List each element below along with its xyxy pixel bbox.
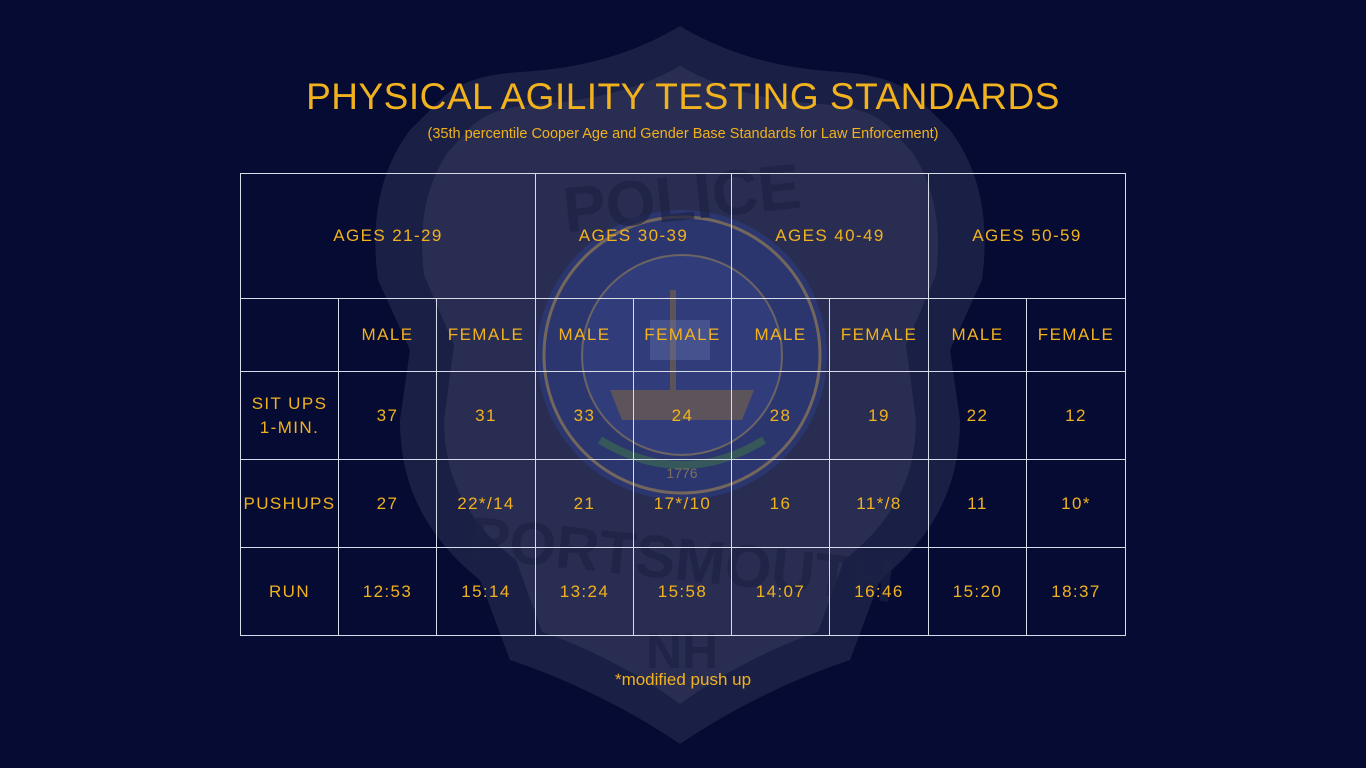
- table-cell: 14:07: [731, 547, 830, 636]
- age-group-header: AGES 40-49: [731, 173, 929, 299]
- empty-corner-cell: [240, 298, 339, 372]
- table-cell: 16:46: [829, 547, 929, 636]
- gender-header: MALE: [928, 298, 1027, 372]
- gender-header: FEMALE: [436, 298, 536, 372]
- table-cell: 12:53: [338, 547, 437, 636]
- gender-header-row: MALE FEMALE MALE FEMALE MALE FEMALE MALE…: [240, 298, 1126, 372]
- age-group-header: AGES 21-29: [240, 173, 536, 299]
- row-label: SIT UPS 1-MIN.: [240, 371, 339, 460]
- table-cell: 21: [535, 459, 634, 548]
- table-cell: 10*: [1026, 459, 1126, 548]
- table-cell: 15:14: [436, 547, 536, 636]
- table-cell: 27: [338, 459, 437, 548]
- table-cell: 11*/8: [829, 459, 929, 548]
- gender-header: MALE: [535, 298, 634, 372]
- standards-table: AGES 21-29 AGES 30-39 AGES 40-49 AGES 50…: [240, 173, 1126, 636]
- table-cell: 22: [928, 371, 1027, 460]
- table-cell: 17*/10: [633, 459, 732, 548]
- table-cell: 15:20: [928, 547, 1027, 636]
- table-cell: 11: [928, 459, 1027, 548]
- gender-header: MALE: [731, 298, 830, 372]
- gender-header: FEMALE: [633, 298, 732, 372]
- table-cell: 28: [731, 371, 830, 460]
- table-cell: 13:24: [535, 547, 634, 636]
- table-row-situps: SIT UPS 1-MIN. 37 31 33 24 28 19 22 12: [240, 371, 1126, 460]
- table-cell: 12: [1026, 371, 1126, 460]
- table-row-pushups: PUSHUPS 27 22*/14 21 17*/10 16 11*/8 11 …: [240, 459, 1126, 548]
- table-cell: 15:58: [633, 547, 732, 636]
- row-label: PUSHUPS: [240, 459, 339, 548]
- age-group-header: AGES 50-59: [928, 173, 1126, 299]
- table-cell: 18:37: [1026, 547, 1126, 636]
- table-cell: 22*/14: [436, 459, 536, 548]
- gender-header: FEMALE: [829, 298, 929, 372]
- table-cell: 31: [436, 371, 536, 460]
- page-title: PHYSICAL AGILITY TESTING STANDARDS: [306, 76, 1060, 117]
- table-cell: 19: [829, 371, 929, 460]
- table-cell: 37: [338, 371, 437, 460]
- page-subtitle: (35th percentile Cooper Age and Gender B…: [427, 126, 939, 142]
- table-cell: 16: [731, 459, 830, 548]
- table-cell: 24: [633, 371, 732, 460]
- row-label: RUN: [240, 547, 339, 636]
- table-cell: 33: [535, 371, 634, 460]
- gender-header: MALE: [338, 298, 437, 372]
- table-row-run: RUN 12:53 15:14 13:24 15:58 14:07 16:46 …: [240, 547, 1126, 636]
- footnote: *modified push up: [614, 670, 752, 689]
- gender-header: FEMALE: [1026, 298, 1126, 372]
- age-group-header: AGES 30-39: [535, 173, 732, 299]
- age-header-row: AGES 21-29 AGES 30-39 AGES 40-49 AGES 50…: [240, 173, 1126, 299]
